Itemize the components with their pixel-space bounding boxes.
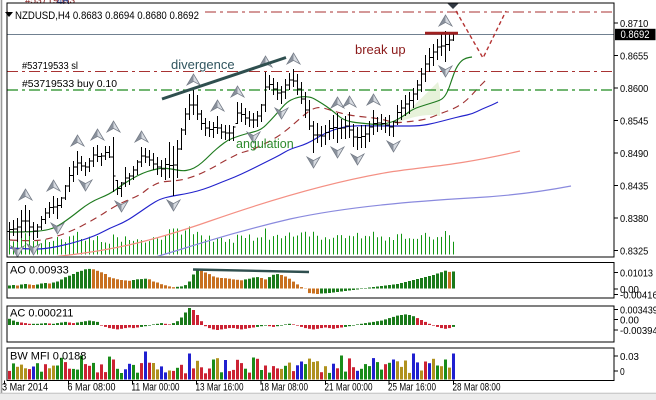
svg-text:0.8710: 0.8710 xyxy=(620,19,648,30)
svg-text:0.8692: 0.8692 xyxy=(621,29,650,41)
svg-text:break up: break up xyxy=(355,42,406,57)
svg-text:0.00: 0.00 xyxy=(620,285,639,296)
svg-text:21 Mar 00:00: 21 Mar 00:00 xyxy=(325,382,373,394)
svg-text:angulation: angulation xyxy=(236,137,294,151)
svg-text:AC 0.000211: AC 0.000211 xyxy=(10,308,73,320)
svg-text:0.03: 0.03 xyxy=(620,352,639,363)
svg-text:#53719533 sl: #53719533 sl xyxy=(22,61,78,72)
svg-text:0: 0 xyxy=(620,367,625,378)
svg-text:-0.00394: -0.00394 xyxy=(620,326,656,337)
svg-text:divergence: divergence xyxy=(171,57,235,72)
svg-text:13 Mar 16:00: 13 Mar 16:00 xyxy=(196,382,244,394)
svg-text:0.8490: 0.8490 xyxy=(620,149,648,160)
svg-text:0.8545: 0.8545 xyxy=(620,116,648,127)
svg-text:0.01013: 0.01013 xyxy=(620,268,653,279)
svg-text:-0.00416: -0.00416 xyxy=(620,290,656,301)
svg-text:0.003439: 0.003439 xyxy=(620,305,656,316)
svg-text:3 Mar 2014: 3 Mar 2014 xyxy=(2,382,48,394)
svg-text:11 Mar 00:00: 11 Mar 00:00 xyxy=(132,382,180,394)
svg-text:28 Mar 08:00: 28 Mar 08:00 xyxy=(453,382,501,394)
svg-text:25 Mar 16:00: 25 Mar 16:00 xyxy=(388,382,436,394)
svg-text:0.8380: 0.8380 xyxy=(620,214,648,225)
svg-text:BW MFI 0.0188: BW MFI 0.0188 xyxy=(10,351,86,363)
svg-text:AO 0.00933: AO 0.00933 xyxy=(10,265,69,277)
svg-text:0.8600: 0.8600 xyxy=(620,84,648,95)
svg-text:0.8655: 0.8655 xyxy=(620,51,648,62)
svg-text:0.8325: 0.8325 xyxy=(620,246,648,257)
svg-text:#53719533 buy 0.10: #53719533 buy 0.10 xyxy=(22,79,117,90)
svg-text:6 Mar 08:00: 6 Mar 08:00 xyxy=(68,382,116,394)
svg-text:0.00: 0.00 xyxy=(620,315,639,326)
svg-text:0.8435: 0.8435 xyxy=(620,181,648,192)
svg-text:NZDUSD,H4 0.8683 0.8694 0.868: NZDUSD,H4 0.8683 0.8694 0.8680 0.8692 xyxy=(15,10,199,22)
svg-text:18 Mar 08:00: 18 Mar 08:00 xyxy=(260,382,308,394)
